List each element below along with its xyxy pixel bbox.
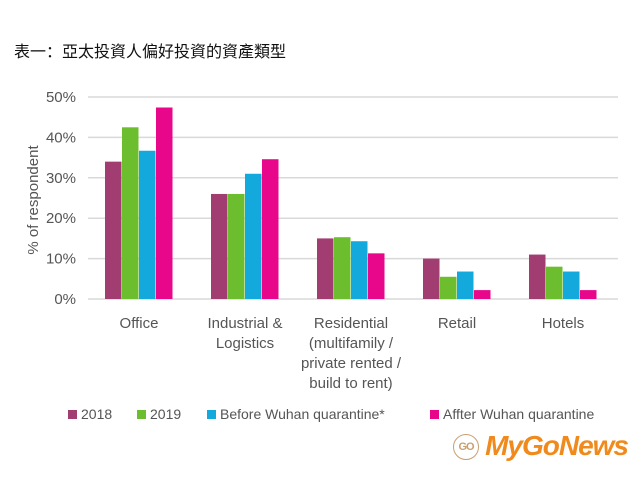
bar-before-wuhan-quarantine-: [351, 241, 368, 299]
x-tick-label: Hotels: [542, 315, 585, 332]
x-tick-label: Office: [120, 315, 159, 332]
y-tick-label: 40%: [46, 129, 76, 146]
legend-item: Affter Wuhan quarantine: [430, 406, 594, 422]
bar-2019: [122, 127, 139, 299]
legend-swatch: [68, 409, 77, 419]
bar-2018: [105, 161, 122, 299]
bar-before-wuhan-quarantine-: [245, 173, 262, 299]
bar-2018: [423, 258, 440, 299]
y-tick-label: 20%: [46, 210, 76, 227]
x-tick-label: (multifamily /: [309, 335, 394, 352]
chart-title: 表一：亞太投資人偏好投資的資產類型: [14, 42, 287, 61]
x-tick-label: Residential: [314, 315, 388, 332]
bar-2019: [334, 237, 351, 299]
bar-before-wuhan-quarantine-: [563, 271, 580, 299]
bar-2018: [211, 193, 228, 299]
bar-affter-wuhan-quarantine: [156, 107, 173, 299]
y-tick-label: 50%: [46, 89, 76, 106]
legend-item: 2019: [137, 406, 181, 422]
bar-2019: [440, 276, 457, 299]
legend-swatch: [137, 409, 146, 419]
bar-2019: [228, 193, 245, 299]
legend-label: Affter Wuhan quarantine: [443, 406, 595, 422]
x-tick-label: Logistics: [216, 335, 274, 352]
legend-item: 2018: [68, 406, 112, 422]
y-tick-label: 0%: [54, 291, 76, 308]
mygonews-logo: GO MyGoNews: [453, 430, 629, 462]
bar-affter-wuhan-quarantine: [580, 290, 597, 299]
x-tick-label: Retail: [438, 315, 476, 332]
bar-affter-wuhan-quarantine: [262, 159, 279, 299]
bar-affter-wuhan-quarantine: [368, 253, 385, 299]
bar-before-wuhan-quarantine-: [139, 150, 156, 299]
y-axis-label: % of respondent: [25, 145, 42, 255]
bar-2018: [529, 254, 546, 299]
x-tick-label: Industrial &: [207, 315, 282, 332]
y-tick-label: 10%: [46, 251, 76, 268]
legend-item: Before Wuhan quarantine*: [207, 406, 385, 422]
legend-label: 2018: [81, 406, 113, 422]
legend-swatch: [207, 409, 216, 419]
bar-2018: [317, 238, 334, 299]
legend-swatch: [430, 409, 439, 419]
x-tick-label: build to rent): [309, 375, 392, 392]
y-tick-label: 30%: [46, 170, 76, 187]
legend-label: 2019: [150, 406, 182, 422]
bar-2019: [546, 266, 563, 299]
legend-label: Before Wuhan quarantine*: [220, 406, 385, 422]
bar-before-wuhan-quarantine-: [457, 271, 474, 299]
x-tick-label: private rented /: [301, 355, 402, 372]
bar-affter-wuhan-quarantine: [474, 290, 491, 299]
